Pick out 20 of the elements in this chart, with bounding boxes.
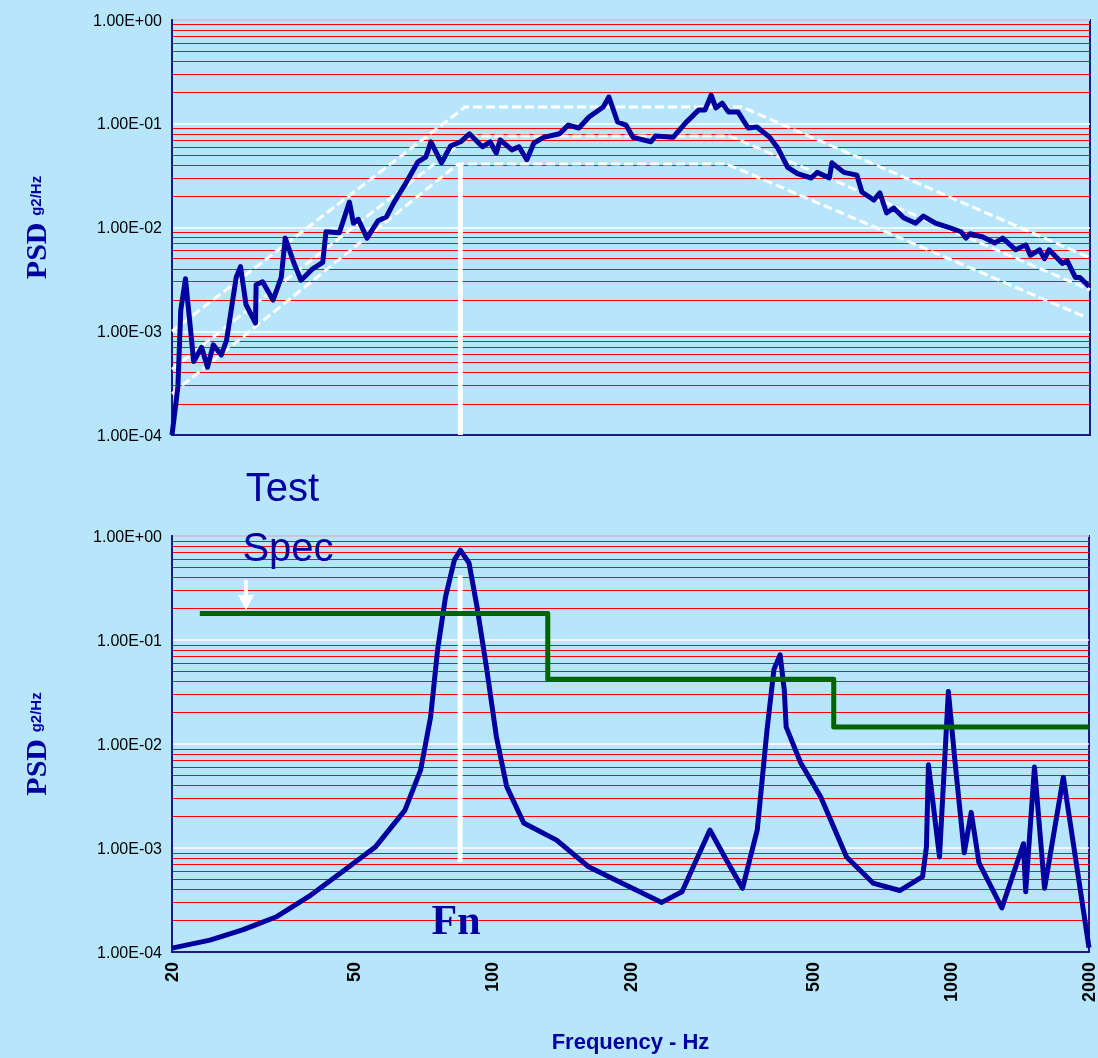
x-tick-label: 500 — [802, 962, 823, 993]
x-axis-title: Frequency - Hz — [551, 1028, 710, 1054]
x-tick-label: 1000 — [940, 962, 961, 1003]
y-tick-label: 1.00E-04 — [97, 943, 163, 961]
x-tick-label: 2000 — [1079, 962, 1098, 1003]
y-axis-title: PSD g2/Hz — [18, 692, 52, 796]
y-tick-label: 1.00E-01 — [97, 631, 163, 649]
y-axis-title: PSD g2/Hz — [18, 175, 52, 280]
x-tick-label: 200 — [620, 962, 641, 993]
x-tick-label: 50 — [344, 962, 365, 983]
y-tick-label: 1.00E+00 — [93, 527, 163, 545]
x-tick-label: 20 — [162, 962, 182, 983]
y-tick-label: 1.00E-03 — [97, 322, 163, 340]
y-tick-label: 1.00E-02 — [97, 735, 163, 753]
y-tick-label: 1.00E-03 — [97, 839, 163, 857]
x-tick-label: 100 — [482, 962, 503, 993]
y-tick-label: 1.00E-02 — [97, 219, 163, 236]
y-tick-label: 1.00E+00 — [93, 11, 163, 29]
y-tick-label: 1.00E-04 — [97, 426, 163, 444]
y-tick-label: 1.00E-01 — [97, 115, 163, 133]
